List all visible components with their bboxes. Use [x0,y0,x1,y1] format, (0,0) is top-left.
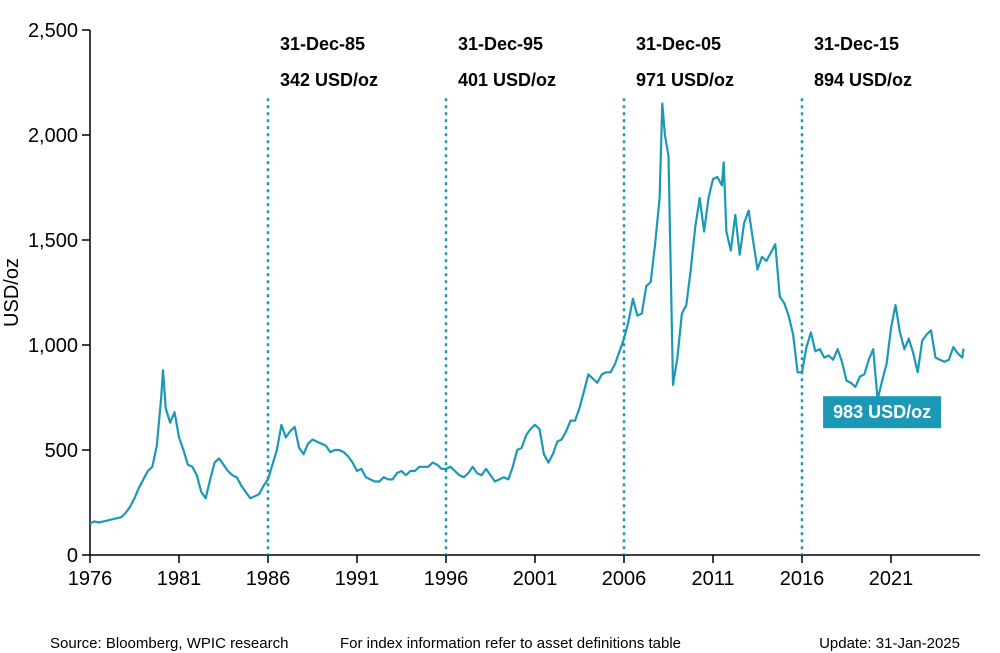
footer-update: Update: 31-Jan-2025 [819,635,960,652]
x-tick-label: 1986 [246,568,291,590]
x-tick-label: 2006 [602,568,647,590]
x-tick-label: 2021 [869,568,914,590]
x-tick-label: 2016 [780,568,825,590]
latest-price-tag-text: 983 USD/oz [833,402,931,422]
x-tick-label: 2001 [513,568,558,590]
y-tick-label: 0 [67,545,78,567]
y-tick-label: 1,500 [28,230,78,252]
price-line [90,104,964,524]
annotation-value: 401 USD/oz [458,70,556,90]
y-tick-label: 500 [45,440,78,462]
footer-source: Source: Bloomberg, WPIC research [50,635,288,652]
chart-container: 0 500 1,000 1,500 2,000 2,500 1976 1981 1986 1991… [0,0,1000,653]
annotation-date: 31-Dec-15 [814,34,899,54]
y-tick-label: 2,000 [28,125,78,147]
y-tick-label: 2,500 [28,20,78,42]
x-tick-label: 1996 [424,568,469,590]
annotation-date: 31-Dec-95 [458,34,543,54]
y-tick-label: 1,000 [28,335,78,357]
annotation-value: 894 USD/oz [814,70,912,90]
annotation-date: 31-Dec-85 [280,34,365,54]
x-tick-label: 1991 [335,568,380,590]
annotation-value: 342 USD/oz [280,70,378,90]
y-axis-label: USD/oz [1,258,23,327]
annotation-date: 31-Dec-05 [636,34,721,54]
x-tick-label: 1981 [157,568,202,590]
footer-note: For index information refer to asset def… [340,635,681,652]
x-tick-label: 1976 [68,568,113,590]
price-chart-svg: 0 500 1,000 1,500 2,000 2,500 1976 1981 1986 1991… [0,0,1000,610]
x-tick-label: 2011 [691,568,734,590]
annotation-value: 971 USD/oz [636,70,734,90]
